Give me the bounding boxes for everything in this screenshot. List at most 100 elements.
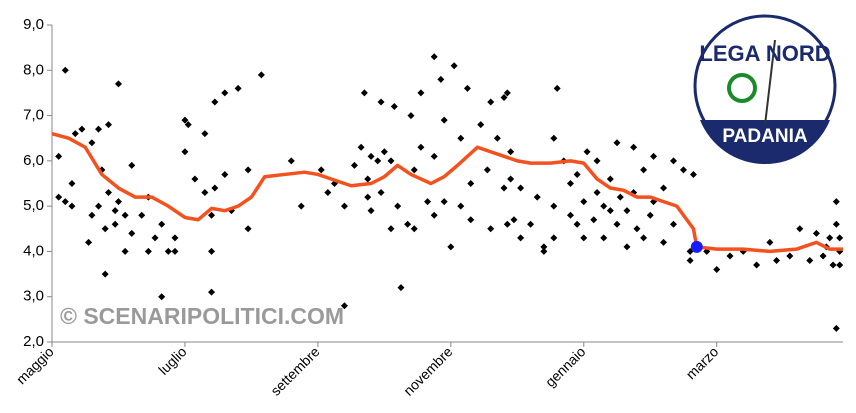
scatter-point [101, 270, 109, 278]
scatter-point [590, 216, 598, 224]
scatter-point [364, 193, 372, 201]
scatter-point [606, 175, 614, 183]
scatter-point [201, 189, 209, 197]
scatter-point [640, 166, 648, 174]
x-tick-label: luglio [155, 343, 190, 378]
watermark: © SCENARIPOLITICI.COM [60, 303, 344, 329]
scatter-point [829, 261, 837, 269]
scatter-point [164, 247, 172, 255]
scatter-point [257, 71, 265, 79]
scatter-point [483, 166, 491, 174]
logo-band [700, 120, 830, 165]
scatter-point [350, 161, 358, 169]
scatter-point [181, 148, 189, 156]
scatter-point [660, 184, 668, 192]
x-tick-label: settembre [267, 343, 322, 398]
scatter-point [158, 293, 166, 301]
scatter-point [71, 130, 79, 138]
scatter-point [832, 198, 840, 206]
scatter-point [68, 202, 76, 210]
scatter-point [85, 238, 93, 246]
scatter-point [580, 234, 588, 242]
scatter-point [713, 266, 721, 274]
logo-sword [764, 39, 776, 126]
x-tick-label: gennaio [542, 343, 589, 390]
scatter-point [507, 175, 515, 183]
scatter-point [171, 247, 179, 255]
scatter-point [184, 121, 192, 129]
scatter-point [410, 166, 418, 174]
y-tick-label: 9,0 [23, 16, 44, 33]
scatter-point [171, 234, 179, 242]
scatter-point [487, 225, 495, 233]
scatter-point [640, 234, 648, 242]
scatter-point [417, 89, 425, 97]
scatter-point [457, 202, 465, 210]
scatter-point [566, 180, 574, 187]
scatter-point [440, 116, 448, 124]
scatter-point [437, 75, 445, 83]
scatter-point [394, 202, 402, 210]
scatter-point [457, 134, 465, 142]
scatter-point [600, 202, 608, 210]
scatter-point [424, 198, 432, 206]
scatter-point [101, 225, 109, 233]
trend-line [51, 131, 843, 254]
scatter-point [623, 207, 631, 215]
scatter-point [540, 247, 548, 255]
scatter-point [95, 125, 103, 133]
scatter-point [753, 261, 761, 269]
scatter-point [340, 302, 348, 310]
scatter-point [181, 116, 189, 124]
scatter-point [114, 198, 122, 206]
scatter-point [78, 125, 86, 133]
scatter-point [566, 211, 574, 219]
scatter-point [374, 157, 382, 165]
scatter-point [826, 234, 834, 242]
scatter-point [105, 121, 112, 129]
scatter-point [144, 247, 152, 255]
scatter-point [507, 148, 515, 156]
scatter-point [211, 98, 219, 106]
scatter-point [121, 211, 129, 219]
scatter-point [533, 193, 541, 201]
scatter-point [527, 220, 535, 228]
scatter-point [686, 256, 694, 264]
y-tick-label: 6,0 [23, 152, 44, 169]
scatter-point [623, 243, 631, 251]
scatter-point [510, 216, 518, 224]
scatter-point [244, 166, 252, 174]
scatter-point [796, 225, 804, 233]
scatter-point [397, 284, 405, 292]
scatter-point [670, 157, 677, 165]
scatter-point [95, 202, 103, 210]
scatter-point [55, 152, 63, 160]
scatter-point [88, 211, 96, 219]
scatter-point [660, 238, 668, 246]
scatter-point [287, 157, 295, 165]
scatter-point [221, 89, 229, 97]
scatter-point [114, 80, 122, 88]
scatter-point [317, 166, 325, 174]
scatter-point [450, 62, 458, 70]
scatter-point [68, 180, 76, 187]
scatter-point [234, 84, 242, 92]
scatter-point [61, 198, 69, 206]
scatter-point [360, 89, 368, 97]
scatter-point [573, 220, 581, 228]
scatter-point [613, 220, 621, 228]
scatter-point [593, 157, 601, 165]
x-tick-label: marzo [683, 343, 722, 382]
scatter-point [430, 152, 438, 160]
y-tick-label: 4,0 [23, 242, 44, 259]
scatter-point [487, 98, 495, 106]
y-tick-label: 3,0 [23, 288, 44, 305]
scatter-point [503, 220, 511, 228]
scatter-point [221, 170, 229, 178]
scatter-point [689, 170, 697, 178]
scatter-point [211, 184, 219, 192]
scatter-point [128, 161, 136, 169]
scatter-point [404, 220, 412, 228]
scatter-point [377, 189, 385, 197]
